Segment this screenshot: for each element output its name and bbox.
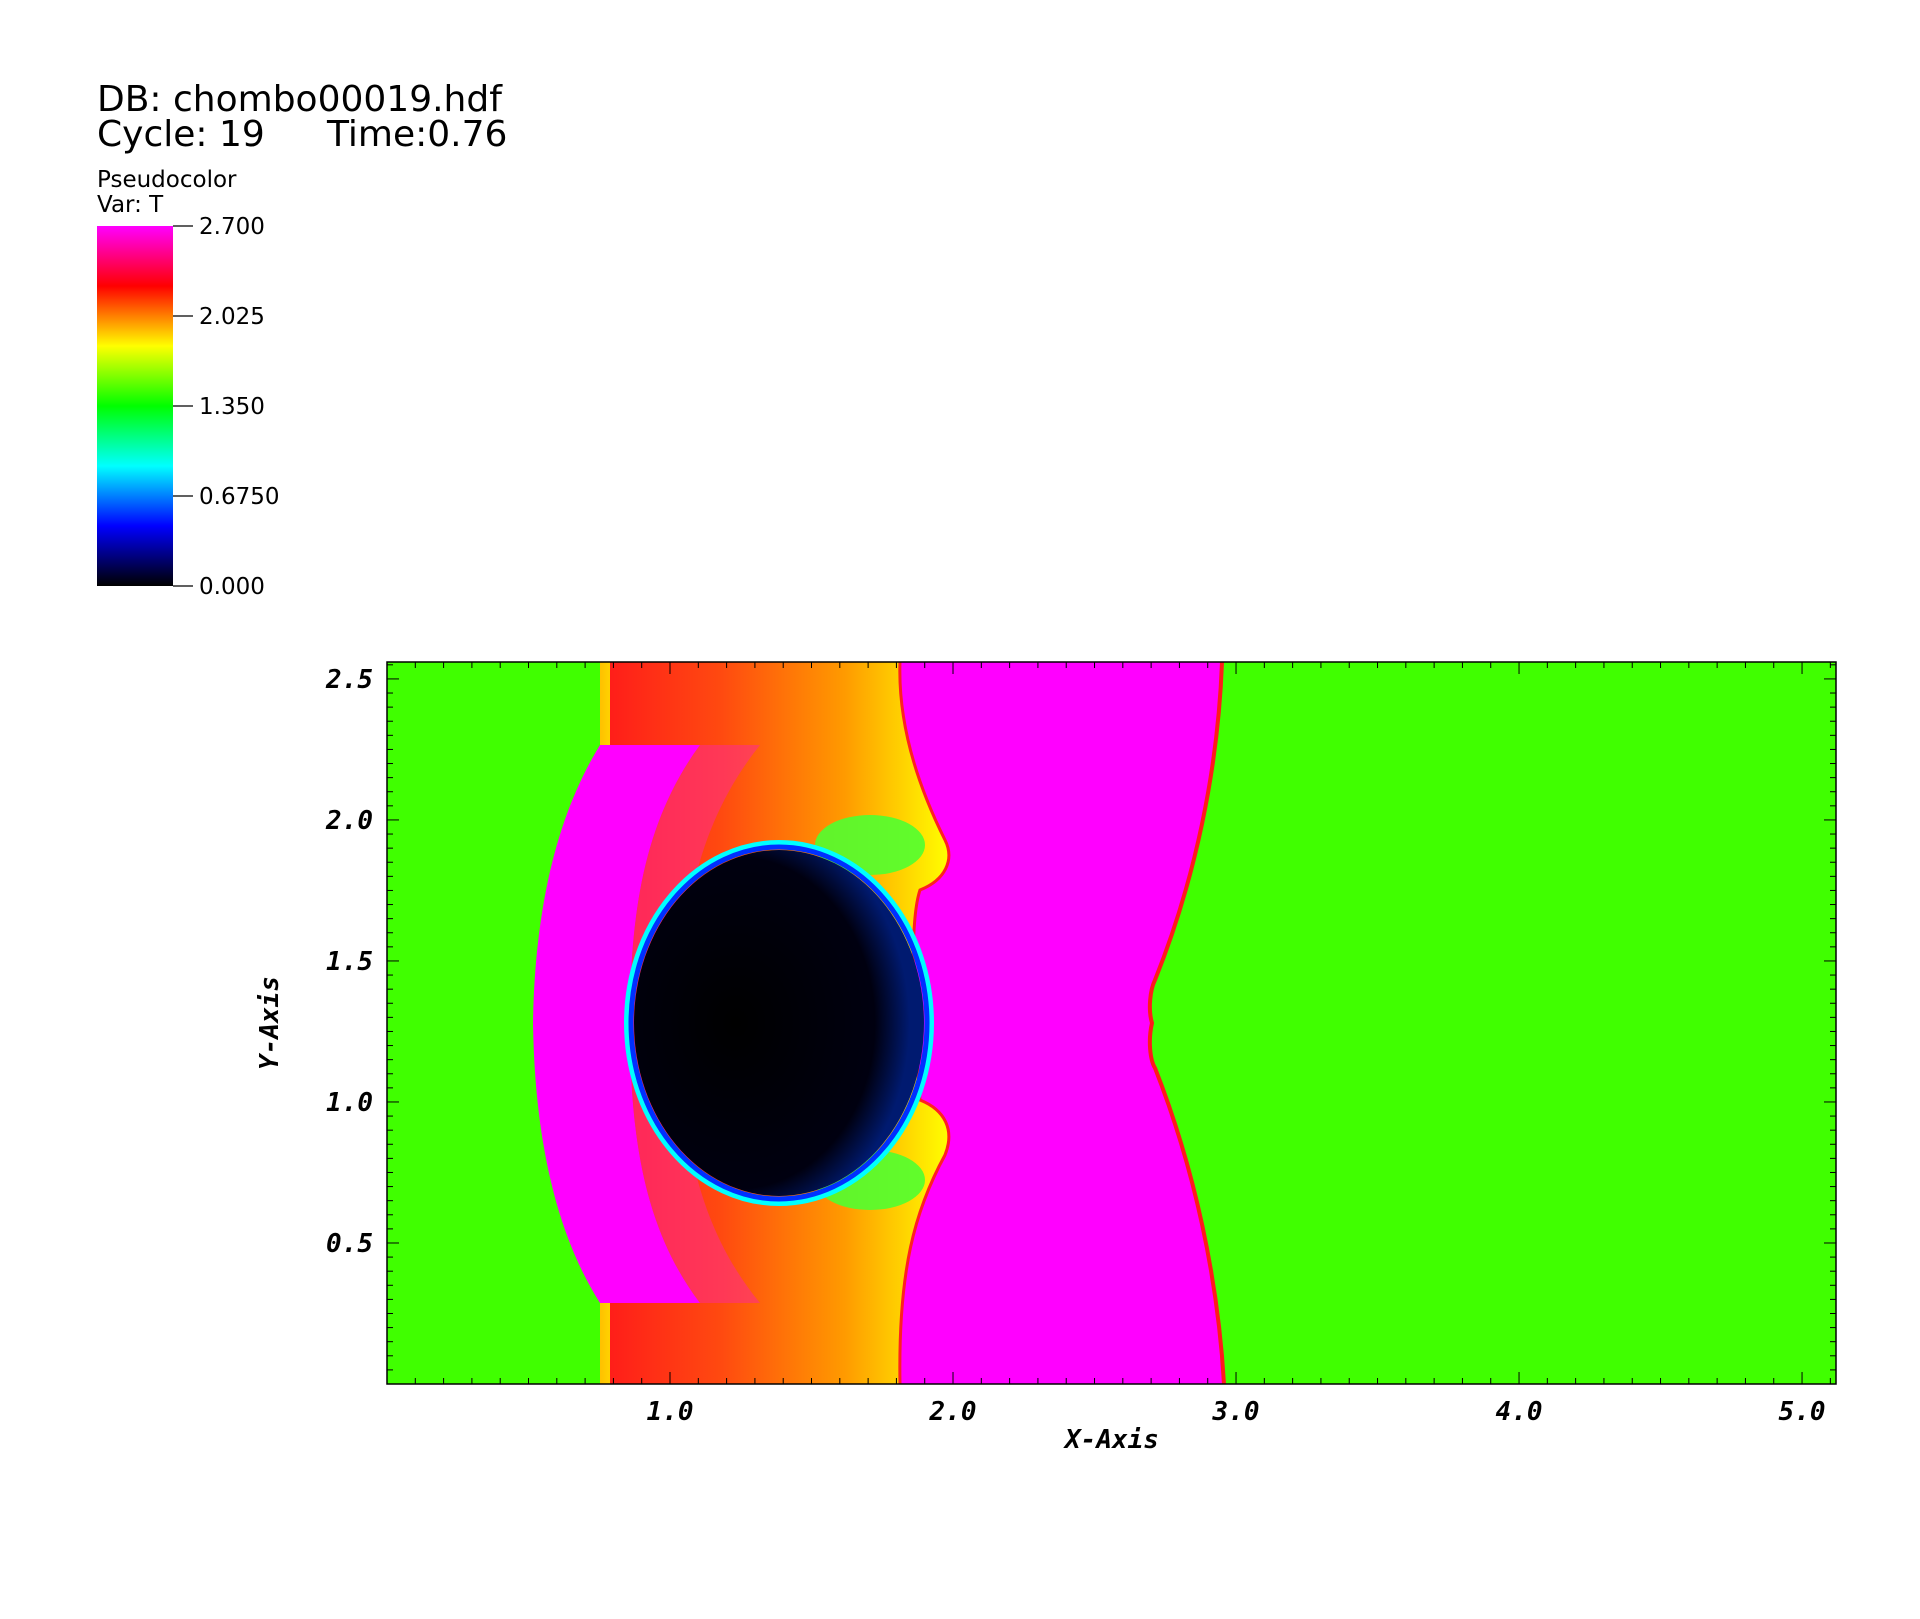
cycle-label: Cycle: 19: [97, 114, 265, 155]
colorbar-tick-label: 0.000: [199, 574, 265, 600]
y-axis-title: Y-Axis: [255, 976, 285, 1070]
legend-variable: Var: T: [97, 192, 164, 218]
y-axis-tick-labels: 0.5 1.0 1.5 2.0 2.5: [325, 665, 373, 1259]
colorbar-tick-label: 2.700: [199, 214, 265, 240]
colorbar: [97, 226, 173, 586]
y-axis-ticks: [387, 664, 1836, 1371]
colorbar-ticks: 2.700 2.025 1.350 0.6750 0.000: [173, 214, 279, 600]
x-axis-title: X-Axis: [1063, 1425, 1159, 1455]
x-tick-label: 4.0: [1496, 1397, 1543, 1427]
region-shocked-gas: [899, 662, 1224, 1384]
x-tick-label: 1.0: [647, 1397, 694, 1427]
x-axis-tick-labels: 1.0 2.0 3.0 4.0 5.0: [647, 1397, 1826, 1427]
cycle-time-line: Cycle: 19 Time:0.76: [97, 114, 507, 155]
y-tick-label: 0.5: [326, 1229, 373, 1259]
heatmap-field: [387, 662, 1836, 1384]
region-cold-bubble-rim: [628, 844, 930, 1202]
shock-front-edge: [1147, 662, 1226, 1384]
y-tick-label: 1.5: [326, 947, 373, 977]
y-tick-label: 2.5: [325, 665, 373, 695]
region-cold-bubble-halo: [624, 840, 934, 1206]
legend-plot-type: Pseudocolor: [97, 167, 237, 193]
time-label: Time:0.76: [327, 114, 508, 155]
x-tick-label: 5.0: [1779, 1397, 1826, 1427]
colorbar-tick-label: 1.350: [199, 394, 265, 420]
region-bow-shock-layer: [533, 745, 700, 1303]
region-cold-bubble: [634, 850, 924, 1196]
y-tick-label: 1.0: [326, 1088, 373, 1118]
y-tick-label: 2.0: [325, 806, 373, 836]
database-label: DB: chombo00019.hdf: [97, 79, 502, 120]
plot-frame: [386, 661, 1837, 1385]
x-tick-label: 2.0: [929, 1397, 977, 1427]
region-bow-shock-fringe: [630, 745, 760, 1303]
colorbar-tick-label: 2.025: [199, 304, 265, 330]
colorbar-tick-label: 0.6750: [199, 484, 279, 510]
x-axis-ticks: [414, 662, 1831, 1384]
x-tick-label: 3.0: [1212, 1397, 1260, 1427]
